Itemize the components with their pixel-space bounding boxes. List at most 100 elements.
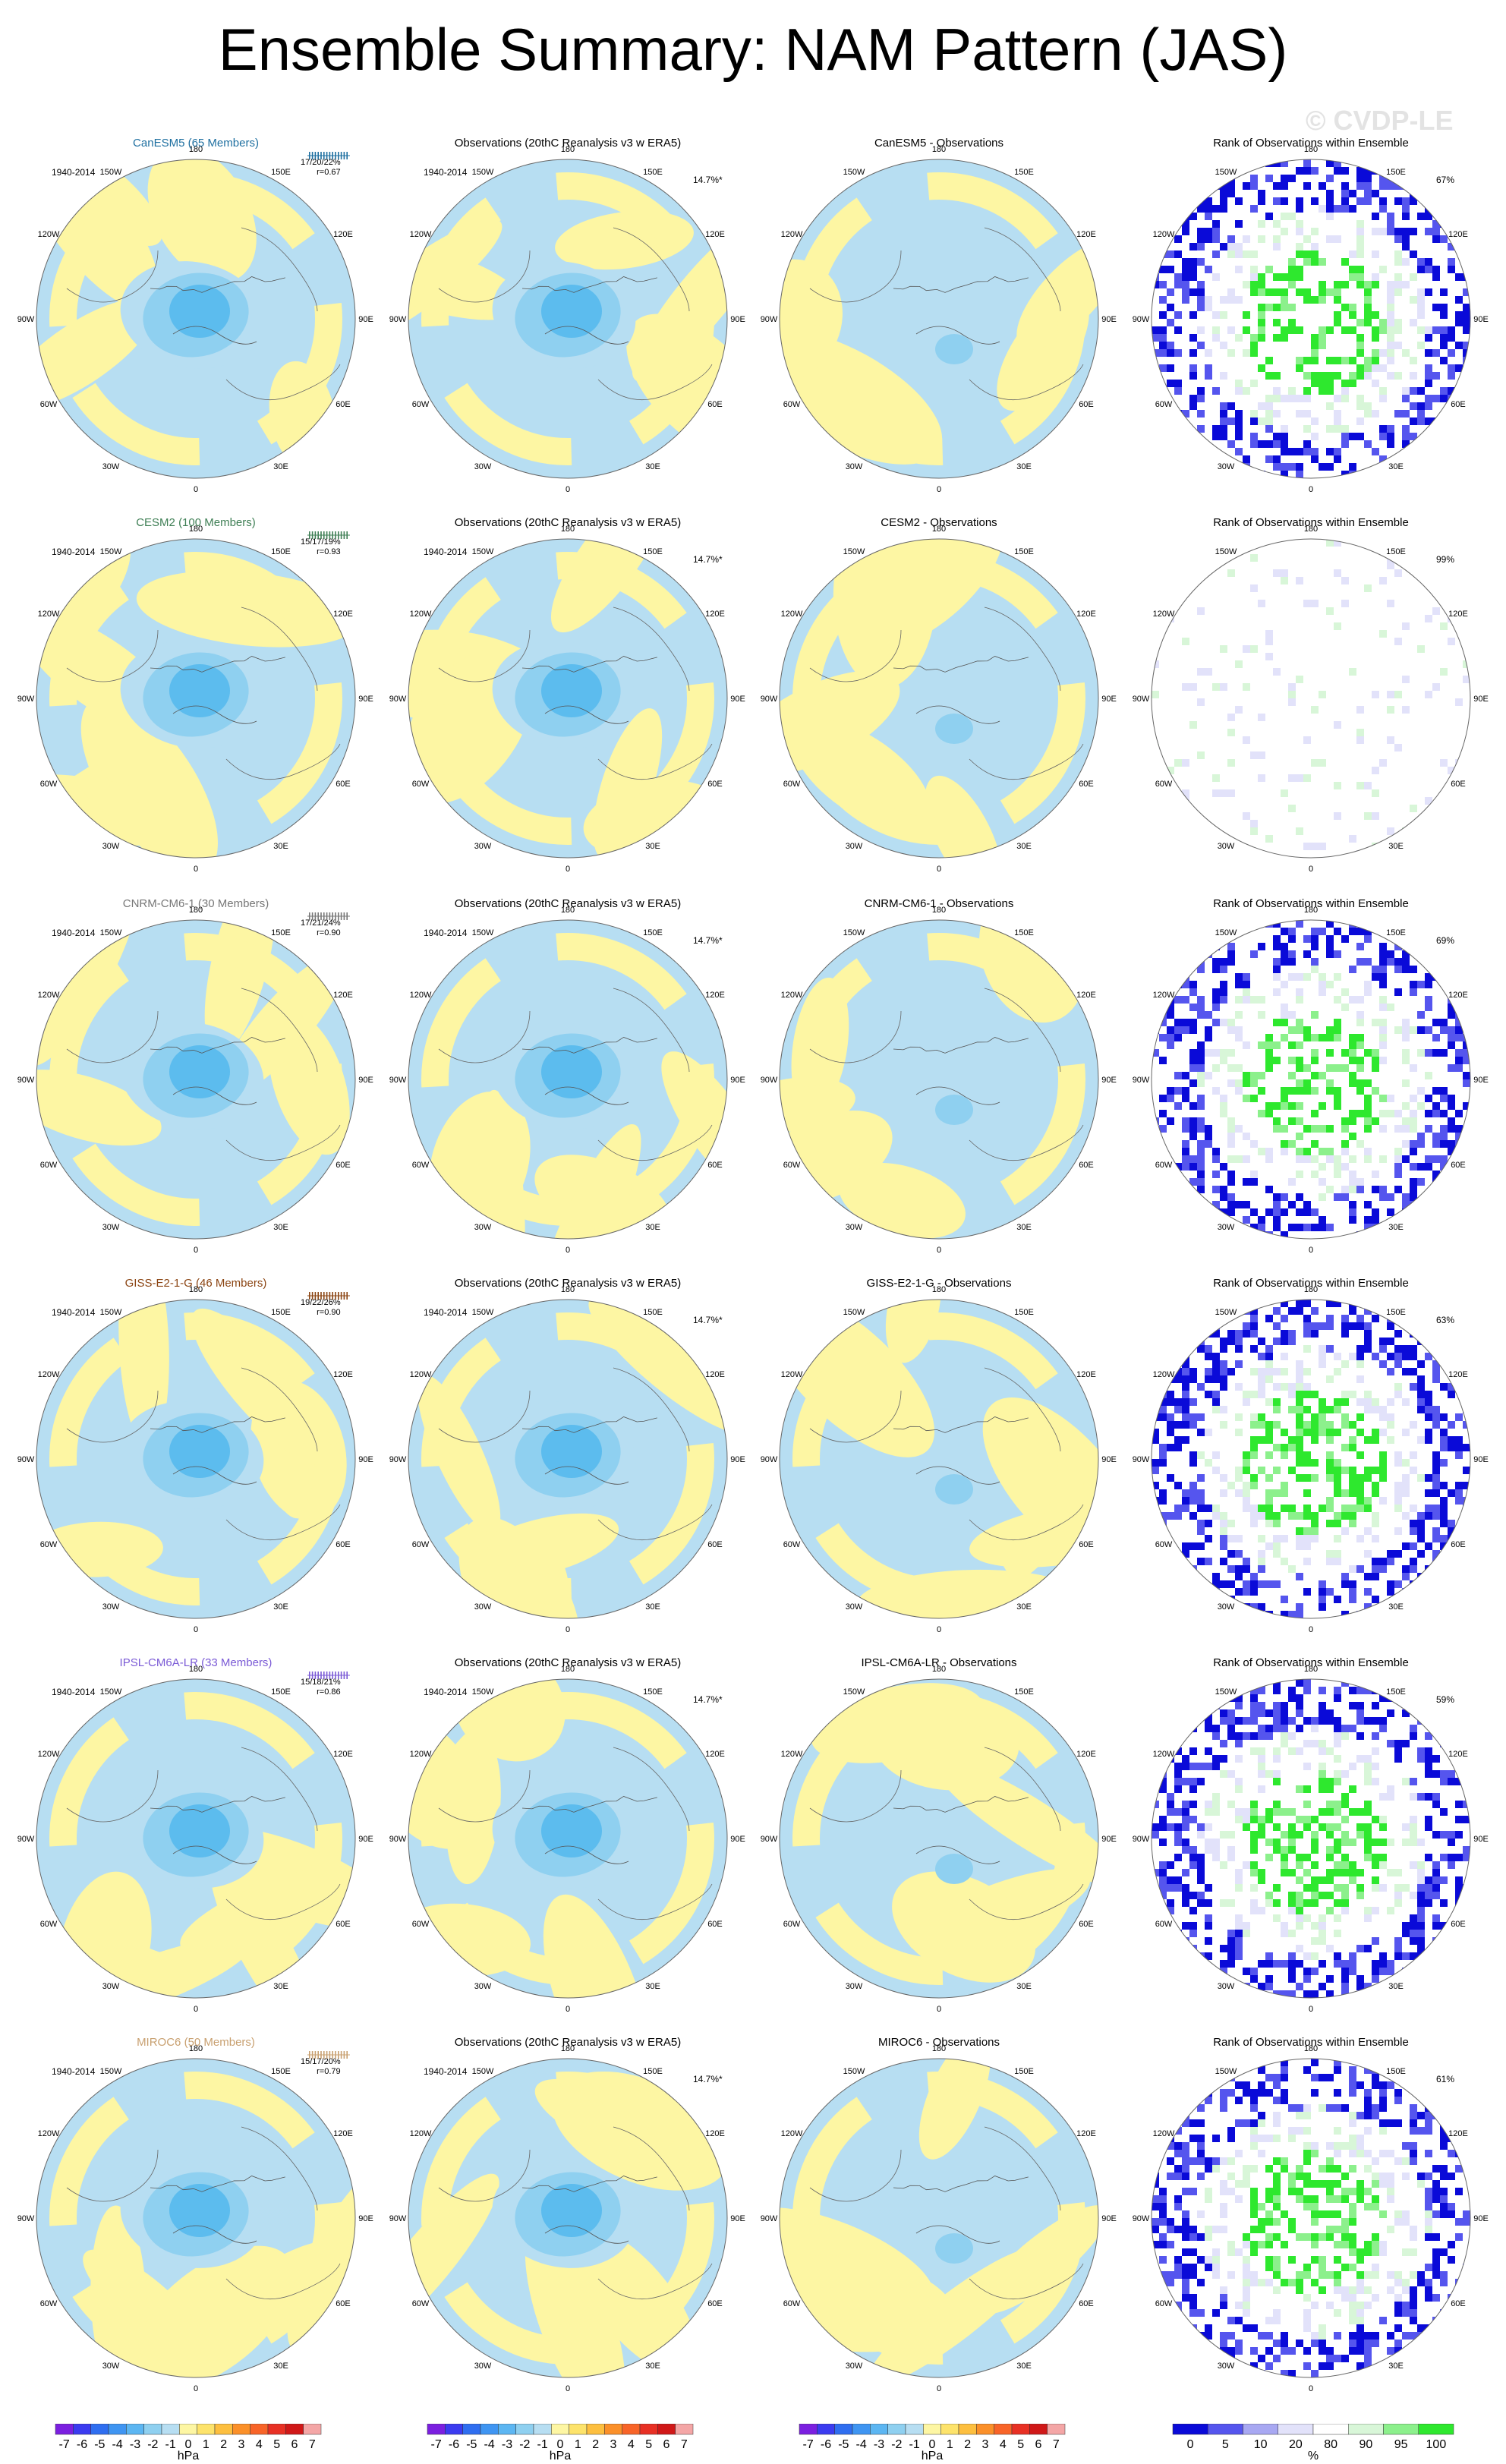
longitude-label: 180 — [189, 906, 203, 915]
rank-cell — [1356, 167, 1364, 175]
rank-cell — [1364, 958, 1372, 966]
rank-cell — [1410, 1823, 1417, 1831]
rank-cell — [1440, 1155, 1448, 1163]
rank-cell — [1341, 205, 1349, 213]
rank-cell — [1372, 1398, 1379, 1406]
rank-cell — [1159, 2195, 1167, 2203]
rank-cell — [1258, 1747, 1265, 1755]
rank-cell — [1394, 1026, 1402, 1034]
rank-cell — [1311, 706, 1319, 714]
colorbar-tick: 2 — [220, 2438, 227, 2451]
rank-cell — [1189, 1801, 1197, 1808]
positive-anomaly — [118, 1300, 169, 1448]
rank-cell — [1425, 1596, 1432, 1603]
longitude-label: 120E — [705, 1370, 725, 1379]
rank-cell — [1197, 1072, 1205, 1079]
colorbar-tick: 6 — [291, 2438, 298, 2451]
colorbar-tick: 1 — [203, 2438, 210, 2451]
rank-cell — [1220, 190, 1227, 197]
rank-cell — [1417, 1322, 1425, 1330]
longitude-label: 120E — [333, 991, 353, 1000]
rank-cell — [1334, 311, 1341, 319]
rank-cell — [1326, 1148, 1334, 1155]
rank-cell — [1379, 1694, 1387, 1702]
rank-cell — [1402, 2332, 1410, 2340]
rank-cell — [1402, 1201, 1410, 1208]
rank-cell — [1235, 706, 1243, 714]
rank-cell — [1311, 1125, 1319, 1133]
watermark: © CVDP-LE — [1306, 105, 1454, 136]
rank-cell — [1448, 600, 1455, 607]
rank-cell — [1258, 751, 1265, 759]
rank-cell — [1288, 1102, 1296, 1110]
rank-cell — [1220, 1520, 1227, 1527]
rank-cell — [1189, 1133, 1197, 1140]
rank-cell — [1387, 1436, 1394, 1444]
rank-cell — [1288, 1823, 1296, 1831]
rank-cell — [1448, 2059, 1455, 2066]
longitude-label: 180 — [932, 145, 946, 154]
rank-cell — [1303, 1079, 1311, 1087]
rank-cell — [1372, 1960, 1379, 1968]
rank-cell — [1319, 1505, 1326, 1512]
rank-cell — [1174, 577, 1182, 584]
longitude-label: 0 — [194, 865, 198, 873]
rank-cell — [1220, 1535, 1227, 1542]
rank-cell — [1349, 1687, 1356, 1694]
rank-cell — [1174, 2226, 1182, 2233]
positive-anomaly-ring — [792, 552, 1085, 845]
rank-cell — [1296, 1785, 1303, 1793]
rank-cell — [1235, 1489, 1243, 1497]
longitude-label: 150W — [1215, 2067, 1237, 2076]
rank-cell — [1364, 1823, 1372, 1831]
longitude-label: 90W — [1133, 695, 1150, 704]
coastline — [809, 629, 902, 682]
rank-cell — [1364, 812, 1372, 820]
rank-cell — [1372, 1520, 1379, 1527]
rank-cell — [1273, 288, 1281, 296]
colorbar-tick: 0 — [1187, 2438, 1194, 2451]
rank-cell — [1159, 2089, 1167, 2097]
longitude-label: 30E — [645, 842, 660, 851]
longitude-label: 150W — [472, 547, 494, 556]
map-border — [779, 1299, 1099, 1619]
coastline — [809, 1390, 902, 1443]
rank-cell — [1288, 2218, 1296, 2226]
rank-cell — [1372, 1861, 1379, 1869]
colorbar-swatch — [675, 2423, 694, 2435]
rank-cell — [1303, 1899, 1311, 1907]
rank-cell — [1212, 2256, 1220, 2264]
period-label: 1940-2014 — [52, 2066, 96, 2077]
positive-anomaly — [408, 2173, 499, 2346]
rank-cell — [1167, 1588, 1174, 1596]
rank-cell — [1258, 1876, 1265, 1884]
rank-cell — [1425, 2355, 1432, 2362]
rank-cell — [1364, 1125, 1372, 1133]
rank-cell — [1296, 1087, 1303, 1095]
rank-cell — [1448, 326, 1455, 334]
rank-cell — [1341, 2233, 1349, 2241]
rank-cell — [1159, 463, 1167, 471]
rank-cell — [1303, 1391, 1311, 1398]
rank-cell — [1182, 1542, 1189, 1550]
rank-cell — [1174, 2370, 1182, 2377]
rank-cell — [1281, 175, 1288, 182]
rank-cell — [1349, 1186, 1356, 1193]
rank-cell — [1372, 273, 1379, 281]
rank-cell — [1303, 2203, 1311, 2210]
rank-cell — [1440, 1459, 1448, 1467]
rank-cell — [1356, 2135, 1364, 2142]
rank-cell — [1379, 1125, 1387, 1133]
rank-cell — [1182, 935, 1189, 943]
rank-cell — [1341, 2355, 1349, 2362]
obs-title: Observations (20thC Reanalysis v3 w ERA5… — [454, 1277, 682, 1290]
rank-cell — [1349, 1702, 1356, 1709]
rank-cell — [1296, 1603, 1303, 1611]
rank-cell — [1319, 1763, 1326, 1770]
rank-cell — [1410, 1839, 1417, 1846]
rank-cell — [1205, 213, 1212, 220]
rank-cell — [1402, 2218, 1410, 2226]
rank-cell — [1341, 1732, 1349, 1740]
rank-cell — [1448, 2256, 1455, 2264]
colorbar-tick: -5 — [466, 2438, 477, 2451]
